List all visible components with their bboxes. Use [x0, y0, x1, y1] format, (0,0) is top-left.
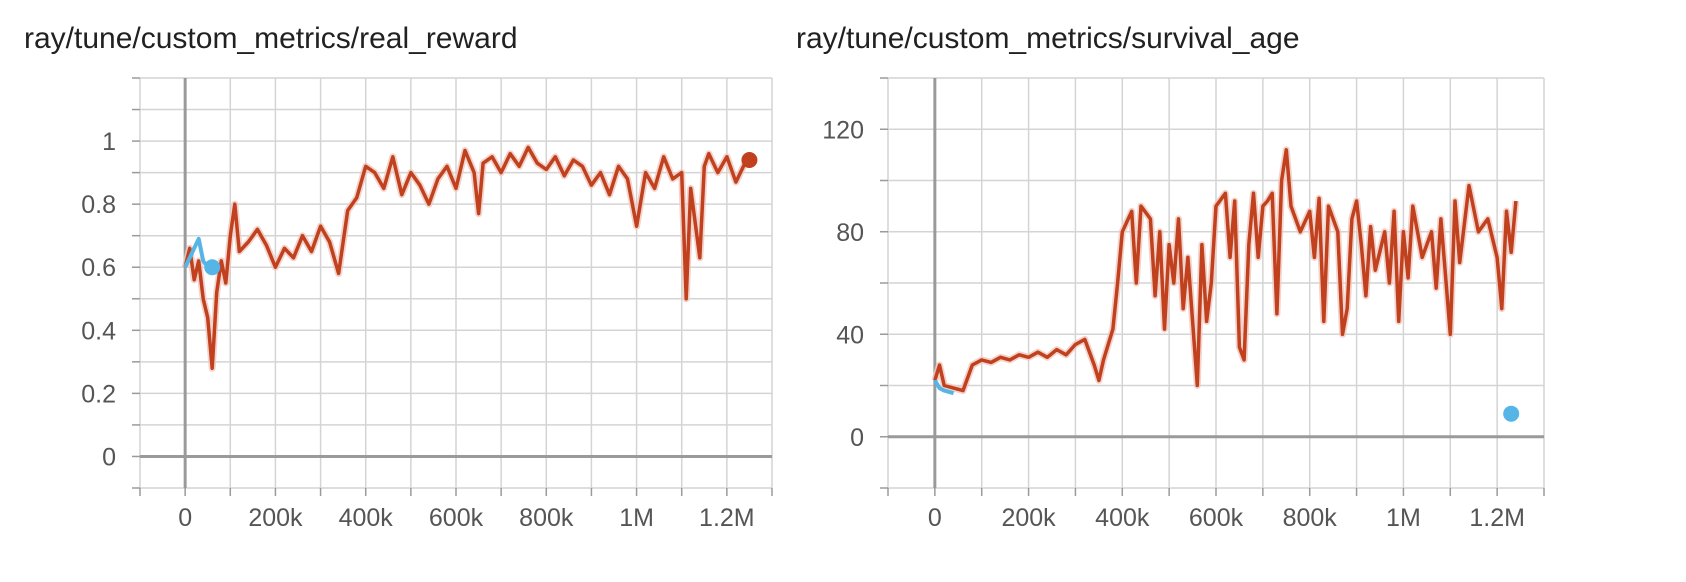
- series-endpoint-0[interactable]: [741, 152, 758, 168]
- grid-real-reward: [132, 77, 773, 496]
- x-tick-label: 1M: [1386, 504, 1421, 532]
- series-endpoint-1[interactable]: [204, 259, 221, 276]
- y-tick-label: 0.8: [81, 191, 116, 219]
- series-line-0[interactable]: [933, 148, 1518, 393]
- chart-survival-age[interactable]: 0 40 80 120 0 200k 400k 600k 800k 1M 1.2M: [800, 0, 1686, 582]
- y-tick-label: 0: [102, 443, 116, 471]
- x-tick-label: 200k: [1001, 504, 1056, 532]
- x-tick-label: 1M: [619, 504, 654, 532]
- y-tick-label: 0: [850, 424, 864, 452]
- x-tick-label: 800k: [519, 504, 574, 532]
- y-tick-label: 120: [822, 116, 864, 144]
- series-endpoint-1[interactable]: [1503, 405, 1520, 422]
- chart-real-reward[interactable]: 0 0.2 0.4 0.6 0.8 1 0 200k 400k 600k 800k 1M 1.2M: [0, 0, 800, 582]
- x-tick-label: 600k: [1189, 504, 1244, 532]
- x-tick-label: 400k: [339, 504, 394, 532]
- chart-title-survival-age: ray/tune/custom_metrics/survival_age: [796, 22, 1300, 55]
- x-tick-label: 1.2M: [699, 504, 755, 532]
- x-tick-label: 1.2M: [1469, 504, 1525, 532]
- series-line-0[interactable]: [183, 145, 751, 370]
- y-tick-label: 0.4: [81, 317, 116, 345]
- x-tick-label: 600k: [429, 504, 484, 532]
- x-tick-label: 800k: [1283, 504, 1338, 532]
- y-tick-label: 40: [836, 321, 864, 349]
- series-line-1[interactable]: [933, 379, 955, 396]
- x-tick-label: 400k: [1095, 504, 1150, 532]
- x-tick-label: 0: [928, 504, 942, 532]
- chart-panel-real-reward: ray/tune/custom_metrics/real_reward 0 0.2…: [0, 0, 800, 582]
- x-tick-label: 200k: [248, 504, 303, 532]
- chart-title-real-reward: ray/tune/custom_metrics/real_reward: [24, 22, 518, 55]
- x-tick-label: 0: [178, 504, 192, 532]
- y-tick-label: 80: [836, 219, 864, 247]
- y-tick-label: 0.6: [81, 254, 116, 282]
- y-tick-label: 0.2: [81, 380, 116, 408]
- chart-panel-survival-age: ray/tune/custom_metrics/survival_age 0 40…: [796, 0, 1686, 582]
- y-tick-label: 1: [102, 128, 116, 156]
